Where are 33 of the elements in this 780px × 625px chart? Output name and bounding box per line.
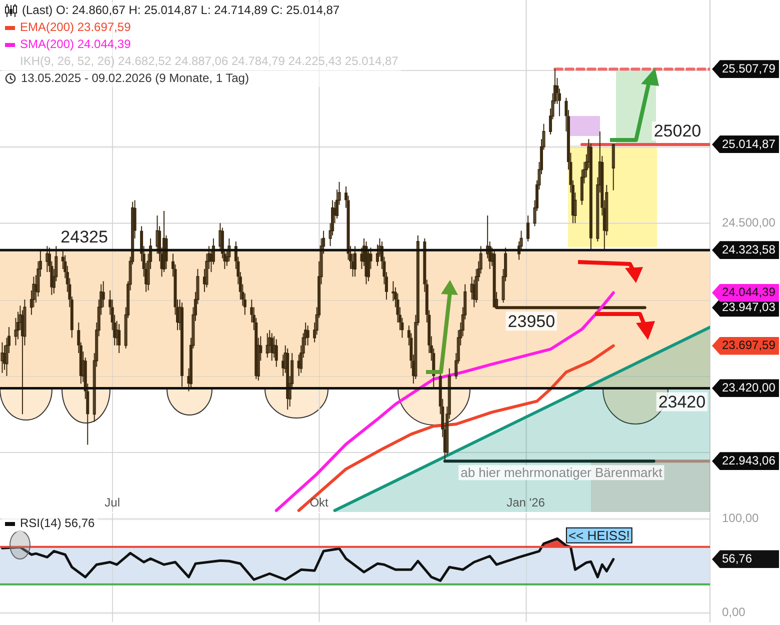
y-tick-label: 24.500,00 [722, 215, 776, 230]
x-tick-label: Jan '26 [506, 495, 546, 510]
y-tick-label: 56,76 [722, 552, 752, 566]
y-tick-label: 25.014,87 [722, 136, 776, 151]
y-tick-label: 22.943,06 [722, 453, 776, 468]
candlestick [526, 215, 530, 242]
annotation: 24325 [60, 227, 108, 246]
x-tick-label: Jul [104, 495, 120, 510]
annotation: 23950 [508, 312, 556, 331]
annotation: ab hier mehrmonatiger Bärenmarkt [460, 465, 663, 480]
y-tick-label: 23.697,59 [722, 338, 776, 352]
x-tick-label: Okt [310, 495, 330, 510]
text: 13.05.2025 - 09.02.2026 (9 Monate, 1 Tag) [21, 70, 249, 87]
candlestick [353, 246, 357, 278]
candlestick [612, 144, 615, 191]
y-tick-label: 23.947,03 [722, 300, 776, 314]
candlestick [306, 325, 310, 346]
legend-label: RSI(14) 56,76 [20, 515, 95, 532]
y-tick-label: 0,00 [722, 604, 746, 619]
y-tick-label: 24.044,39 [722, 285, 776, 300]
y-tick-label: 100,00 [722, 510, 760, 525]
candlestick [118, 324, 121, 354]
y-tick-label: 23.420,00 [722, 380, 776, 395]
annotation: 23420 [658, 392, 706, 412]
legend-label: SMA(200) 24.044,39 [20, 36, 131, 53]
chart-title: (Last) O: 24.860,67 H: 25.014,87 L: 24.714,89 C: 25.014,87 [22, 2, 340, 19]
annotation: 25020 [654, 122, 702, 141]
candlestick [274, 338, 278, 368]
annotation: IKH(9, 26, 52, 26) 24.682,52 24.887,06 24.784,79 24.225,43 25.014,87 [20, 53, 398, 70]
y-tick-label: 25.507,79 [722, 61, 776, 76]
y-tick-label: 24.323,58 [722, 242, 776, 256]
annotation: << HEISS! [568, 528, 630, 543]
legend-label: EMA(200) 23.697,59 [20, 19, 131, 36]
